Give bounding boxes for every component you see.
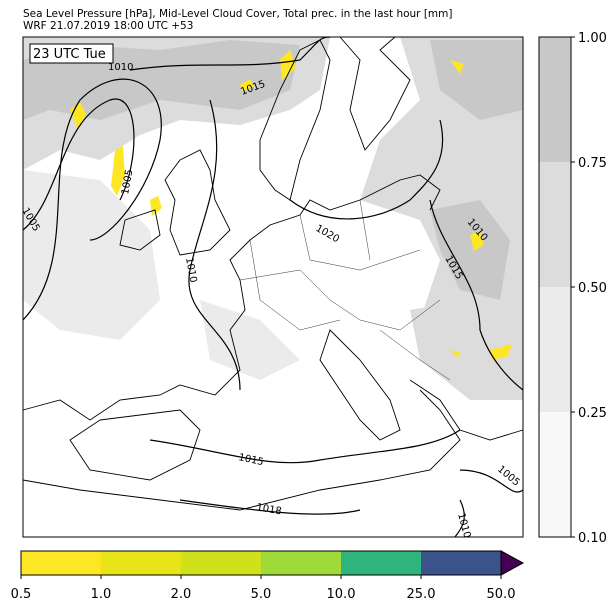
colorbar-segment (101, 551, 181, 575)
isobar (129, 36, 331, 71)
time-label: 23 UTC Tue (33, 47, 106, 62)
title-line-2: WRF 21.07.2019 18:00 UTC +53 (23, 20, 193, 32)
colorbar-segment (341, 551, 421, 575)
coastline (119, 209, 161, 251)
isobar (289, 119, 444, 220)
colorbar-segment (539, 412, 571, 537)
colorbar-tick-label: 0.10 (578, 531, 607, 546)
colorbar-extend (500, 550, 525, 576)
colorbar-tick-label: 0.50 (578, 281, 607, 296)
coastline (22, 174, 441, 421)
isobar (429, 199, 524, 391)
isobar (459, 469, 524, 493)
colorbar-segment (181, 551, 261, 575)
isobar (22, 98, 135, 231)
contour-label: 1018 (255, 502, 282, 517)
colorbar-segment (539, 162, 571, 287)
isobar (149, 429, 461, 464)
colorbar-segment (421, 551, 501, 575)
contour-label: 1015 (237, 452, 264, 468)
cloud-area (430, 40, 523, 300)
colorbar-tick-label: 2.0 (171, 587, 192, 602)
map: 1010 1015 1005 1005 1010 1020 1010 1015 … (19, 36, 524, 539)
isobar (188, 99, 241, 391)
colorbar-segment (261, 551, 341, 575)
coastline (319, 329, 401, 441)
contour-label: 1005 (120, 169, 135, 196)
colorbar-segment (539, 287, 571, 412)
colorbar-tick-label: 0.25 (578, 406, 607, 421)
isobar (179, 499, 361, 515)
contour-label: 1010 (108, 62, 133, 73)
coastline (22, 389, 461, 511)
colorbar-tick-label: 50.0 (487, 587, 516, 602)
cloud-area (23, 170, 300, 380)
coastline (259, 39, 331, 201)
coastline (164, 149, 231, 256)
precip-colorbar: 0.5 1.0 2.0 5.0 10.0 25.0 50.0 (11, 550, 525, 602)
colorbar-tick-label: 0.75 (578, 156, 607, 171)
colorbar-tick-label: 25.0 (407, 587, 436, 602)
colorbar-tick-label: 1.0 (91, 587, 112, 602)
cloud-colorbar: 0.10 0.25 0.50 0.75 1.00 (538, 31, 607, 546)
precip-area (70, 50, 512, 360)
colorbar-tick-label: 0.5 (11, 587, 32, 602)
colorbar-tick-label: 10.0 (327, 587, 356, 602)
time-label-box (29, 43, 114, 64)
colorbar-tick-label: 1.00 (578, 31, 607, 46)
colorbar-segment (21, 551, 101, 575)
contour-label: 1010 (183, 257, 198, 284)
isobar (454, 499, 465, 538)
coastline (339, 36, 411, 151)
title-line-1: Sea Level Pressure [hPa], Mid-Level Clou… (23, 8, 453, 20)
border (239, 199, 451, 381)
map-frame (22, 36, 524, 538)
colorbar-segment (539, 37, 571, 162)
colorbar-tick-label: 5.0 (251, 587, 272, 602)
cloud-area (410, 300, 523, 400)
isobar (22, 78, 162, 321)
coastline (69, 409, 201, 481)
